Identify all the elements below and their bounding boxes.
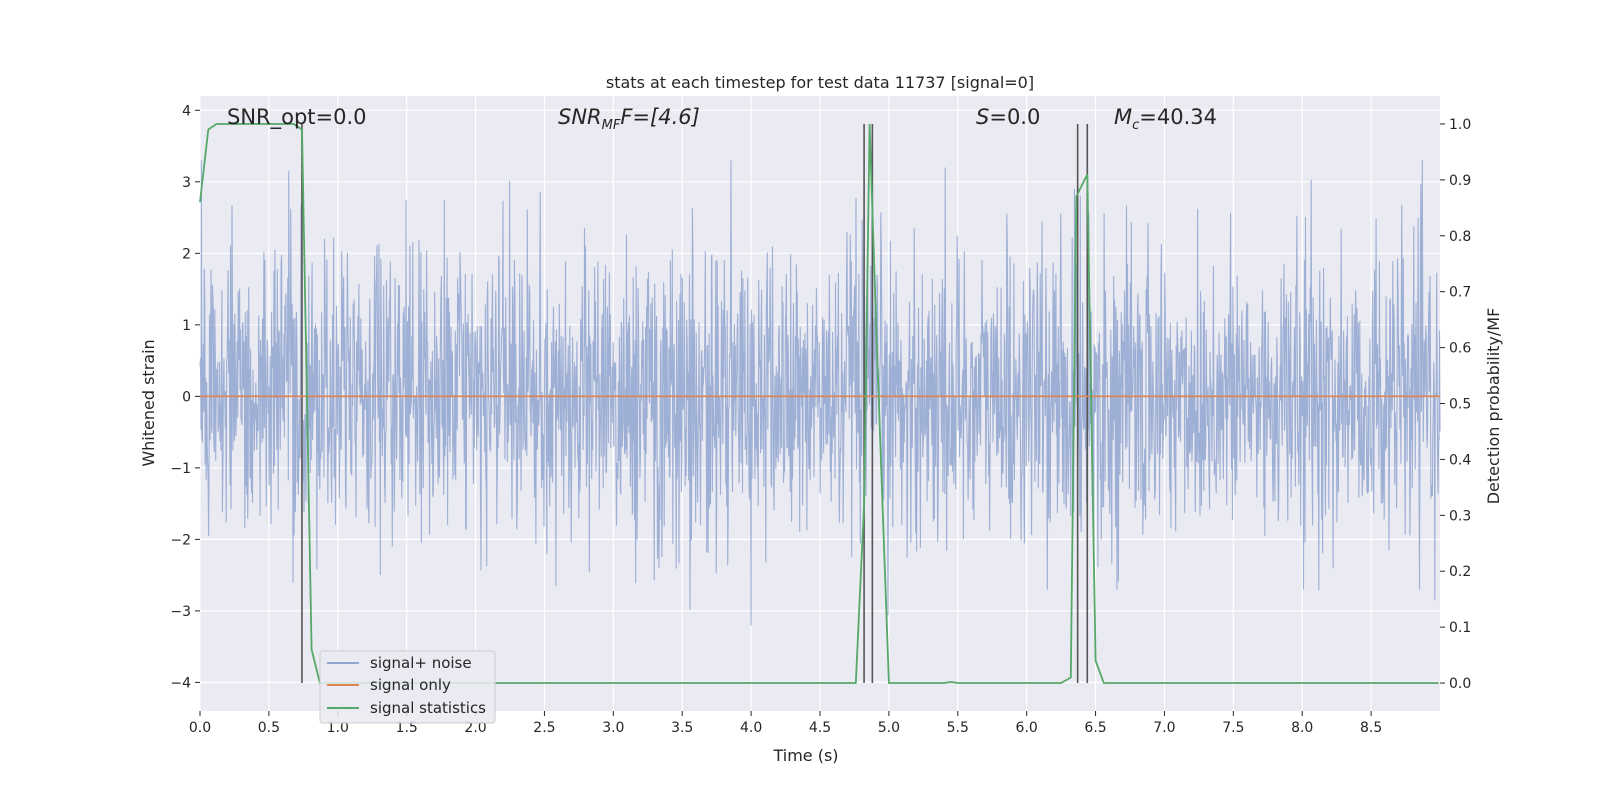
legend-box	[319, 650, 496, 724]
y-tick-label: 0	[182, 389, 191, 405]
x-tick-label: 1.5	[396, 720, 418, 736]
line-series	[199, 123, 1440, 684]
y-tick-label: 3	[182, 175, 191, 191]
chart-title: stats at each timestep for test data 117…	[606, 73, 1034, 92]
legend-label-signal-noise: signal+ noise	[370, 654, 472, 672]
y2-tick-label: 1.0	[1449, 117, 1471, 133]
x-axis-ticks: 0.0 0.5 1.0 1.5 2.0 2.5 3.0 3.5 4.0 4.5 5.0 5.5 6.0 6…	[189, 711, 1382, 736]
y2-tick-label: 0.2	[1449, 564, 1471, 580]
y-tick-label: −3	[170, 604, 191, 620]
y2-axis-title: Detection probability/MF	[1484, 308, 1503, 505]
signal-statistics-line	[199, 123, 1439, 684]
y-axis-title: Whitened strain	[139, 339, 158, 466]
annotation-mc: Mc=40.34	[1114, 105, 1217, 133]
y2-tick-label: 0.1	[1449, 620, 1471, 636]
annotation-mc-sub: c	[1132, 118, 1139, 133]
y2-tick-label: 0.0	[1449, 676, 1471, 692]
annotation-s-tail: =0.0	[989, 105, 1040, 129]
x-tick-label: 6.5	[1084, 720, 1106, 736]
signal-noise-line	[199, 160, 1441, 626]
y2-axis-ticks: 1.0 0.9 0.8 0.7 0.6 0.5 0.4 0.3 0.2 0.1 0.0	[1440, 117, 1471, 692]
annotation-snr-mf-sub: MF	[602, 118, 621, 133]
x-tick-label: 7.5	[1222, 720, 1244, 736]
legend: signal+ noise signal only signal statist…	[319, 650, 496, 724]
y-tick-label: 4	[182, 103, 191, 119]
x-tick-label: 0.5	[258, 720, 280, 736]
x-tick-label: 0.0	[189, 720, 211, 736]
x-tick-label: 5.5	[947, 720, 969, 736]
x-axis-title: Time (s)	[772, 746, 838, 765]
legend-label-signal-only: signal only	[370, 676, 451, 694]
x-tick-label: 4.0	[740, 720, 762, 736]
x-tick-label: 3.5	[671, 720, 693, 736]
signal-noise-series	[199, 160, 1441, 626]
y2-tick-label: 0.7	[1449, 285, 1471, 301]
y-tick-label: −2	[170, 532, 191, 548]
y-tick-label: −4	[170, 675, 191, 691]
y2-tick-label: 0.9	[1449, 173, 1471, 189]
y-axis-ticks: 4 3 2 1 0 −1 −2 −3 −4	[170, 103, 200, 691]
y-tick-label: 2	[182, 246, 191, 262]
annotation-snr-mf-tail: F=[4.6]	[620, 105, 699, 129]
annotation-mc-tail: =40.34	[1139, 105, 1217, 129]
annotation-snr-opt: SNR_opt=0.0	[227, 105, 367, 130]
y2-tick-label: 0.6	[1449, 341, 1471, 357]
x-tick-label: 8.5	[1360, 720, 1382, 736]
x-tick-label: 5.0	[878, 720, 900, 736]
x-tick-label: 6.0	[1016, 720, 1038, 736]
y2-tick-label: 0.3	[1449, 508, 1471, 524]
y-tick-label: 1	[182, 318, 191, 334]
y2-tick-label: 0.8	[1449, 229, 1471, 245]
annotation-mc-main: M	[1114, 105, 1132, 129]
legend-label-signal-statistics: signal statistics	[370, 699, 486, 717]
annotation-s: S=0.0	[976, 105, 1040, 129]
annotation-s-main: S	[976, 105, 989, 129]
x-tick-label: 3.0	[602, 720, 624, 736]
x-tick-label: 1.0	[327, 720, 349, 736]
x-tick-label: 7.0	[1153, 720, 1175, 736]
x-tick-label: 2.0	[464, 720, 486, 736]
y2-tick-label: 0.4	[1449, 452, 1471, 468]
y-tick-label: −1	[170, 461, 191, 477]
y2-tick-label: 0.5	[1449, 397, 1471, 413]
annotation-snr-mf-main: SNR	[558, 105, 602, 129]
annotation-snr-mf: SNRMFF=[4.6]	[558, 105, 700, 133]
x-tick-label: 8.0	[1291, 720, 1313, 736]
x-tick-label: 2.5	[533, 720, 555, 736]
x-tick-label: 4.5	[809, 720, 831, 736]
